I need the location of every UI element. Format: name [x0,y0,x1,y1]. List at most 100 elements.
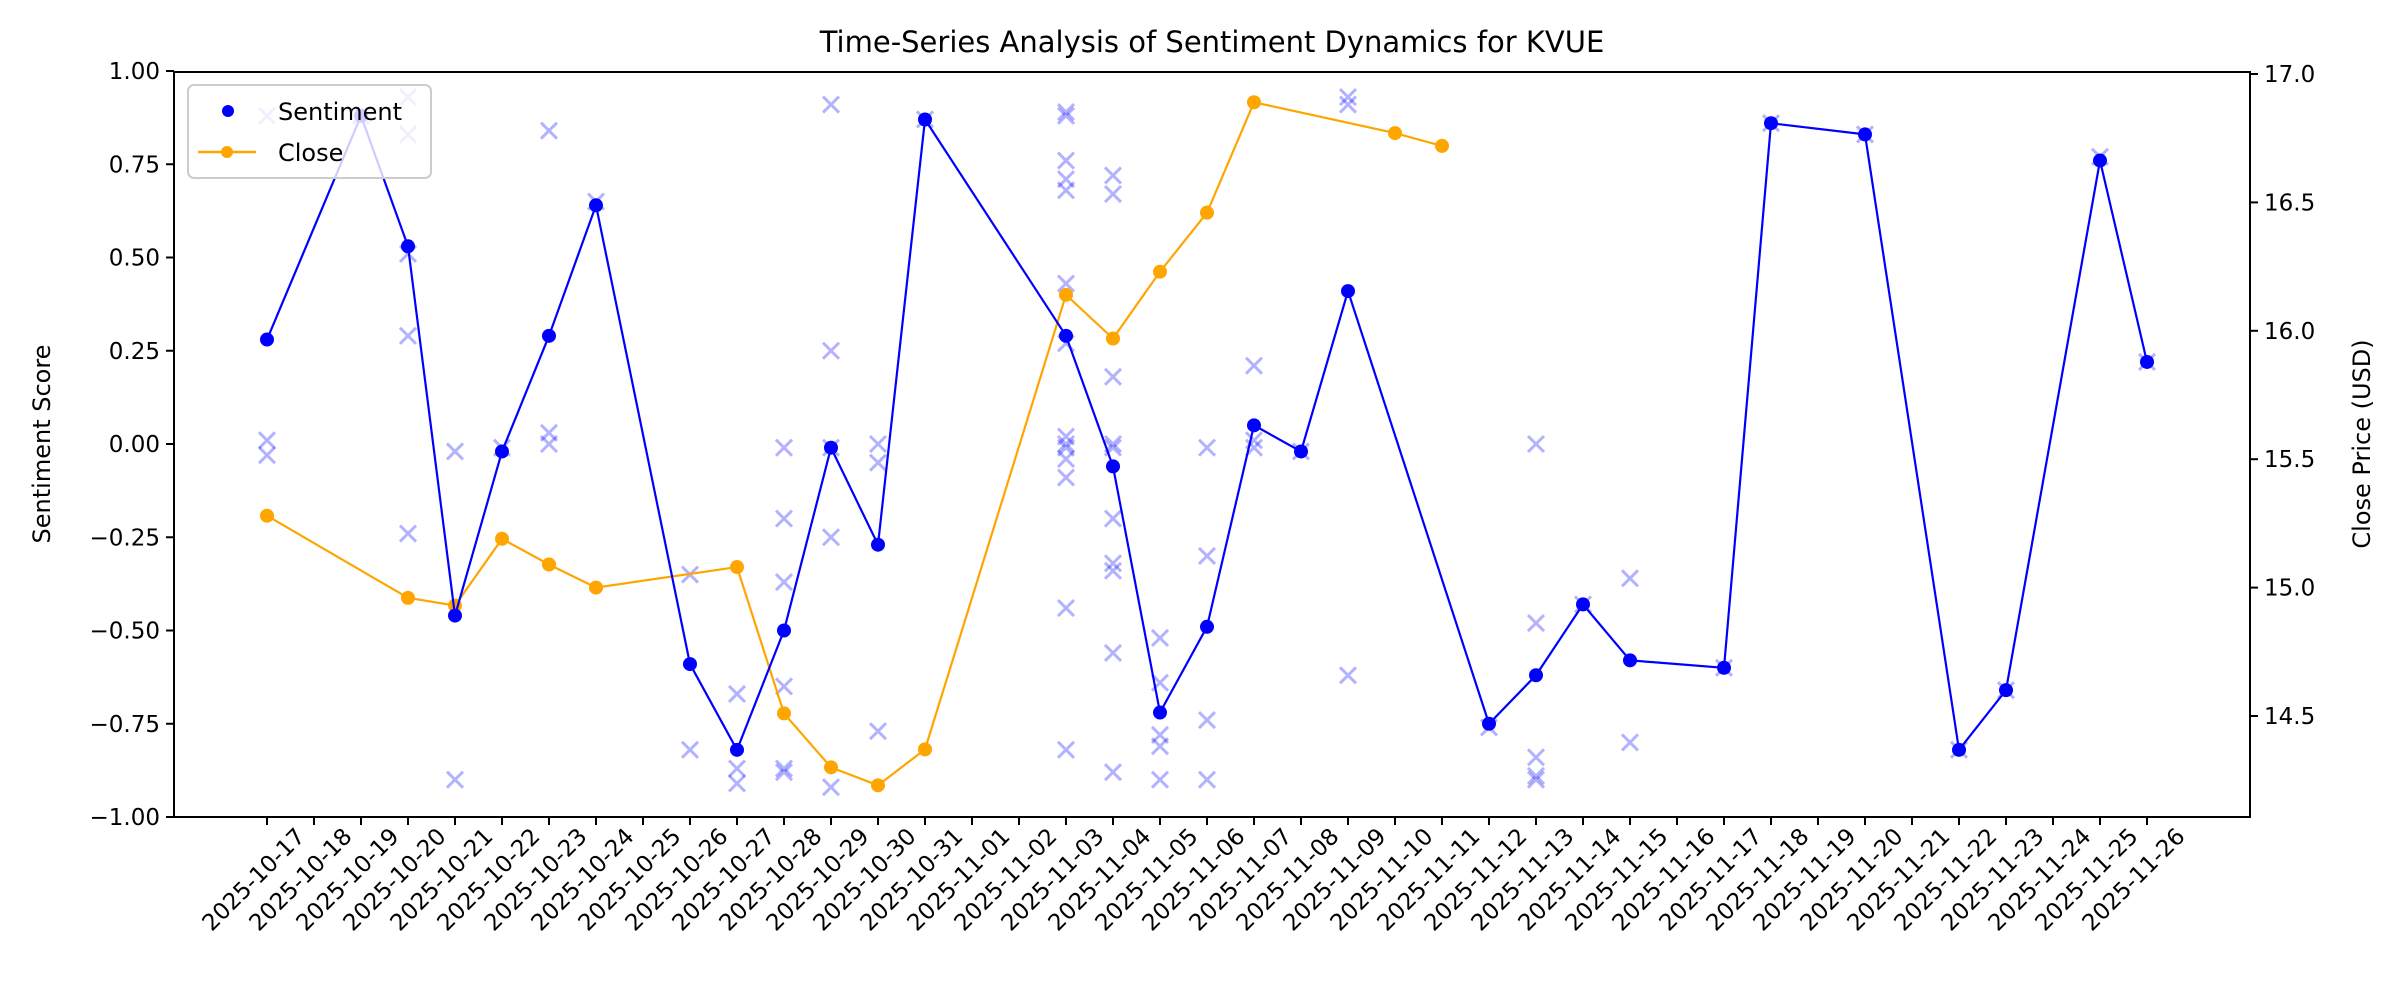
legend-close-marker-icon [221,146,233,158]
close-point [730,560,744,575]
sentiment-point [871,537,885,552]
sentiment-point [777,623,791,638]
right-tick-label: 16.5 [2264,190,2315,216]
score-x-marker-icon [774,509,794,528]
sentiment-point [1717,660,1731,675]
score-x-marker-icon [1526,613,1546,633]
left-tick-label: 0.50 [109,246,160,272]
score-x-marker-icon [257,431,277,450]
sentiment-point [1764,116,1778,131]
sentiment-point [542,328,556,343]
close-point [1388,126,1402,141]
legend: Sentiment Close [187,84,432,179]
close-point [918,742,932,757]
score-x-marker-icon [1056,438,1076,457]
sentiment-point [1576,597,1590,612]
score-x-marker-icon [727,684,747,703]
score-x-marker-icon [1338,666,1358,685]
score-x-marker-icon [868,722,888,741]
close-point [1153,264,1167,279]
close-point [495,531,509,546]
score-x-marker-icon [727,774,747,793]
score-x-marker-icon [1150,770,1170,789]
score-x-marker-icon [1103,185,1123,204]
close-point [260,508,274,523]
sentiment-point [589,198,603,213]
score-x-marker-icon [821,778,841,797]
sentiment-point [1952,742,1966,757]
sentiment-point [1059,328,1073,343]
sentiment-point [1529,668,1543,683]
sentiment-point [683,657,697,672]
score-x-marker-icon [774,438,794,457]
sentiment-point [1200,619,1214,634]
score-x-marker-icon [868,434,888,454]
score-x-marker-icon [774,759,794,778]
sentiment-point [1999,683,2013,698]
close-point [1106,331,1120,346]
score-x-marker-icon [1526,766,1546,786]
legend-box [187,84,432,179]
close-point [1247,95,1261,110]
close-point [401,590,415,605]
legend-close-label: Close [278,139,343,167]
right-tick-label: 15.0 [2264,576,2315,602]
right-y-axis: 17.0 16.5 16.0 15.5 15.0 14.5 [2250,62,2315,730]
individual-score-markers [257,88,2157,797]
score-x-marker-icon [1103,554,1123,573]
score-x-marker-icon [1197,438,1217,457]
sentiment-point [1153,705,1167,720]
score-x-marker-icon [1056,274,1076,293]
score-x-marker-icon [1103,643,1123,662]
sentiment-point [495,444,509,459]
left-tick-label: 0.75 [109,152,160,178]
score-x-marker-icon [1197,546,1217,565]
score-x-marker-icon [1056,599,1076,618]
score-x-marker-icon [680,740,700,759]
score-x-marker-icon [539,434,559,454]
score-x-marker-icon [1056,170,1076,189]
score-x-marker-icon [1620,569,1640,588]
score-x-marker-icon [398,326,418,345]
score-x-marker-icon [445,770,465,789]
score-x-marker-icon [821,528,841,547]
left-y-axis: 1.00 0.75 0.50 0.25 0.00 −0.25 −0.50 −0.75 −1.00 [90,59,174,831]
score-x-marker-icon [774,572,794,592]
chart-title: Time-Series Analysis of Sentiment Dynami… [819,25,1605,59]
score-x-marker-icon [539,423,559,442]
score-x-marker-icon [1526,434,1546,454]
legend-sentiment-label: Sentiment [278,98,402,126]
score-x-marker-icon [1103,561,1123,580]
score-x-marker-icon [1150,628,1170,648]
score-x-marker-icon [1103,509,1123,528]
close-series [260,95,1449,793]
left-tick-label: −0.75 [90,712,160,738]
close-point [542,557,556,572]
close-point [777,706,791,721]
score-x-marker-icon [1244,356,1264,375]
left-tick-label: −0.25 [90,525,160,551]
score-x-marker-icon [1056,427,1076,446]
close-point [589,580,603,595]
sentiment-point [730,742,744,757]
score-x-marker-icon [1150,737,1170,756]
left-tick-label: −0.50 [90,619,160,645]
score-x-marker-icon [868,453,888,472]
sentiment-point [1341,284,1355,299]
score-x-marker-icon [1150,725,1170,745]
close-point [1435,138,1449,153]
x-axis: 2025-10-172025-10-182025-10-192025-10-20… [198,817,2191,937]
score-x-marker-icon [1056,468,1076,487]
score-x-marker-icon [774,677,794,696]
score-x-marker-icon [821,95,841,114]
score-x-marker-icon [1338,88,1358,107]
close-line [266,100,1443,787]
score-x-marker-icon [1244,438,1264,457]
sentiment-point [448,608,462,623]
score-x-marker-icon [1526,770,1546,789]
sentiment-point [2140,354,2154,369]
left-axis-label: Sentiment Score [28,345,56,544]
close-point [1200,205,1214,220]
